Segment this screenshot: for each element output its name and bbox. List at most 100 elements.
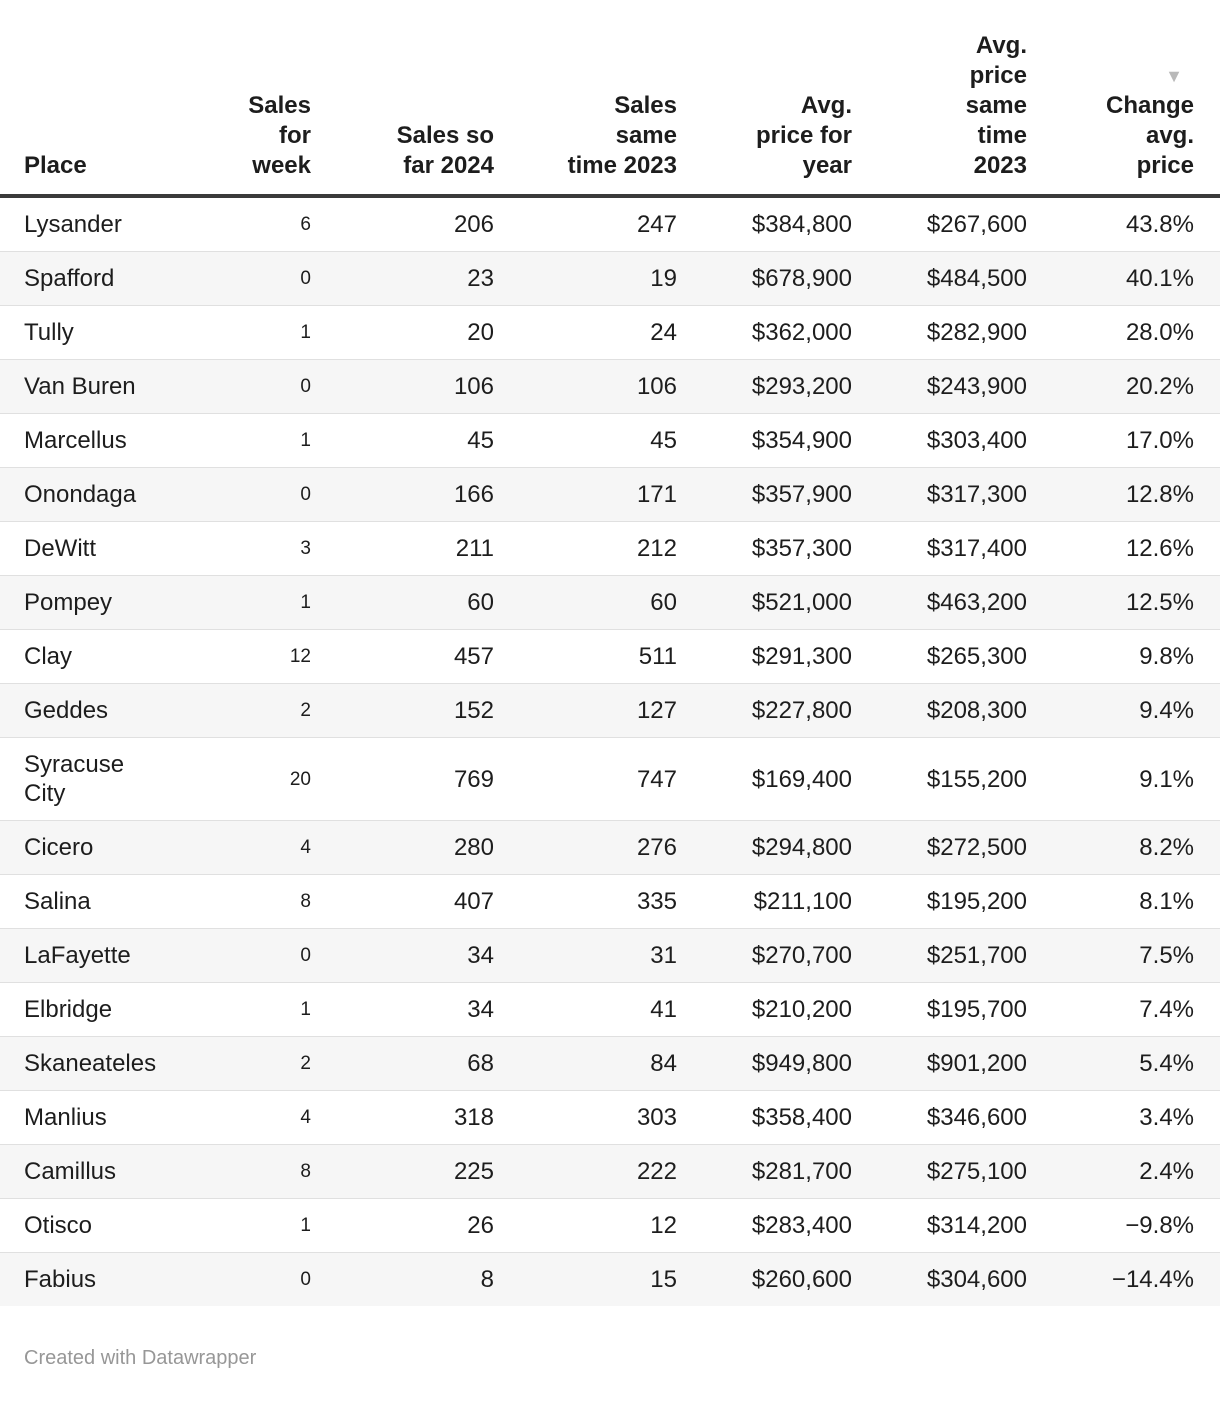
cell-avg-price-for-year: $362,000 [703,305,878,360]
cell-sales-for-week: 0 [170,467,337,522]
column-header-avg-price-for-year[interactable]: Avg. price for year [703,0,878,198]
cell-sales-so-far-2024: 457 [337,629,520,684]
cell-sales-so-far-2024: 166 [337,467,520,522]
table-row: Elbridge 1 34 41 $210,200 $195,700 7.4% [0,982,1220,1037]
cell-avg-price-for-year: $283,400 [703,1198,878,1253]
cell-change-avg-price: 5.4% [1053,1036,1220,1091]
cell-change-avg-price: 7.5% [1053,928,1220,983]
cell-sales-so-far-2024: 26 [337,1198,520,1253]
cell-sales-for-week: 0 [170,251,337,306]
cell-sales-same-time-2023: 41 [520,982,703,1037]
cell-avg-price-same-time-2023: $195,700 [878,982,1053,1037]
cell-avg-price-for-year: $260,600 [703,1252,878,1306]
cell-sales-for-week: 1 [170,305,337,360]
cell-change-avg-price: 12.5% [1053,575,1220,630]
cell-change-avg-price: 8.1% [1053,874,1220,929]
sort-desc-icon: ▼ [1165,66,1183,86]
cell-place: Skaneateles [0,1036,170,1091]
table-row: Camillus 8 225 222 $281,700 $275,100 2.4… [0,1144,1220,1199]
table-row: Skaneateles 2 68 84 $949,800 $901,200 5.… [0,1036,1220,1091]
cell-sales-for-week: 12 [170,629,337,684]
cell-sales-same-time-2023: 84 [520,1036,703,1091]
cell-sales-same-time-2023: 19 [520,251,703,306]
cell-sales-for-week: 1 [170,1198,337,1253]
cell-sales-so-far-2024: 106 [337,359,520,414]
cell-place: Geddes [0,683,170,738]
cell-sales-so-far-2024: 8 [337,1252,520,1306]
cell-sales-for-week: 8 [170,1144,337,1199]
cell-avg-price-same-time-2023: $272,500 [878,820,1053,875]
cell-sales-for-week: 1 [170,982,337,1037]
table-row: Marcellus 1 45 45 $354,900 $303,400 17.0… [0,413,1220,468]
cell-avg-price-same-time-2023: $901,200 [878,1036,1053,1091]
cell-sales-for-week: 20 [170,737,337,821]
cell-avg-price-for-year: $169,400 [703,737,878,821]
cell-sales-so-far-2024: 68 [337,1036,520,1091]
cell-sales-so-far-2024: 407 [337,874,520,929]
cell-sales-so-far-2024: 152 [337,683,520,738]
table-row: Spafford 0 23 19 $678,900 $484,500 40.1% [0,251,1220,306]
table-row: Manlius 4 318 303 $358,400 $346,600 3.4% [0,1090,1220,1145]
cell-sales-for-week: 0 [170,359,337,414]
cell-change-avg-price: 40.1% [1053,251,1220,306]
cell-avg-price-for-year: $521,000 [703,575,878,630]
column-header-change-avg-price[interactable]: ▼ Change avg. price [1053,0,1220,198]
cell-avg-price-for-year: $281,700 [703,1144,878,1199]
cell-place: Tully [0,305,170,360]
cell-sales-same-time-2023: 747 [520,737,703,821]
cell-avg-price-same-time-2023: $195,200 [878,874,1053,929]
cell-avg-price-for-year: $357,900 [703,467,878,522]
cell-avg-price-same-time-2023: $208,300 [878,683,1053,738]
cell-sales-same-time-2023: 335 [520,874,703,929]
cell-sales-so-far-2024: 34 [337,928,520,983]
cell-place: Manlius [0,1090,170,1145]
cell-sales-same-time-2023: 24 [520,305,703,360]
cell-avg-price-same-time-2023: $317,400 [878,521,1053,576]
cell-sales-for-week: 1 [170,575,337,630]
cell-place: Salina [0,874,170,929]
cell-sales-for-week: 2 [170,1036,337,1091]
datawrapper-attribution-link[interactable]: Created with Datawrapper [24,1347,257,1369]
cell-sales-same-time-2023: 212 [520,521,703,576]
cell-sales-so-far-2024: 45 [337,413,520,468]
cell-sales-same-time-2023: 60 [520,575,703,630]
cell-avg-price-same-time-2023: $282,900 [878,305,1053,360]
cell-change-avg-price: 20.2% [1053,359,1220,414]
cell-change-avg-price: 12.8% [1053,467,1220,522]
cell-avg-price-for-year: $293,200 [703,359,878,414]
cell-sales-so-far-2024: 23 [337,251,520,306]
cell-avg-price-for-year: $291,300 [703,629,878,684]
cell-avg-price-for-year: $949,800 [703,1036,878,1091]
cell-sales-so-far-2024: 20 [337,305,520,360]
cell-avg-price-same-time-2023: $267,600 [926,211,1027,238]
cell-avg-price-same-time-2023: $155,200 [878,737,1053,821]
cell-sales-so-far-2024: 206 [453,211,494,238]
table-header: Place Sales for week Sales so far 2024 S… [0,0,1220,198]
table-row: LaFayette 0 34 31 $270,700 $251,700 7.5% [0,928,1220,983]
cell-change-avg-price: 17.0% [1053,413,1220,468]
column-header-sales-same-time-2023[interactable]: Sales same time 2023 [520,0,703,198]
cell-change-avg-price: 9.8% [1053,629,1220,684]
table-body: Lysander 6 206 247 $384,800 $267,600 43.… [0,196,1220,1306]
cell-avg-price-same-time-2023: $243,900 [878,359,1053,414]
table-row: Clay 12 457 511 $291,300 $265,300 9.8% [0,629,1220,684]
cell-sales-so-far-2024: 318 [337,1090,520,1145]
sales-table: Place Sales for week Sales so far 2024 S… [0,0,1220,1306]
column-header-change-avg-price-label: Change avg. price [1105,92,1194,179]
cell-change-avg-price: −9.8% [1053,1198,1220,1253]
cell-change-avg-price: 2.4% [1053,1144,1220,1199]
column-header-place[interactable]: Place [0,0,170,198]
cell-sales-so-far-2024: 211 [337,521,520,576]
cell-avg-price-same-time-2023: $484,500 [878,251,1053,306]
cell-avg-price-for-year: $357,300 [703,521,878,576]
cell-sales-same-time-2023: 222 [520,1144,703,1199]
cell-sales-so-far-2024: 60 [337,575,520,630]
cell-change-avg-price: 28.0% [1053,305,1220,360]
column-header-sales-so-far-2024[interactable]: Sales so far 2024 [337,0,520,198]
cell-place: Marcellus [0,413,170,468]
column-header-avg-price-same-time-2023[interactable]: Avg. price same time 2023 [878,0,1053,198]
table-row: Geddes 2 152 127 $227,800 $208,300 9.4% [0,683,1220,738]
column-header-sales-for-week[interactable]: Sales for week [170,0,337,198]
cell-place: Elbridge [0,982,170,1037]
cell-sales-so-far-2024: 225 [337,1144,520,1199]
